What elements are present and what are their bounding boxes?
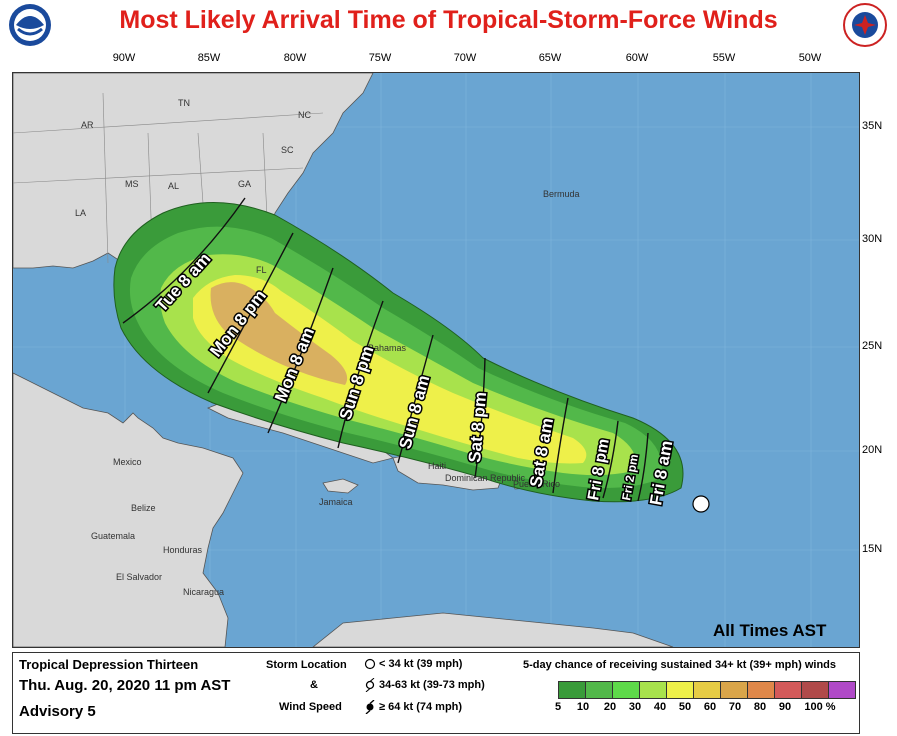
map-svg: AR TN NC SC MS AL GA LA FL Bermuda Baham…	[13, 73, 859, 647]
latitude-label: 30N	[862, 233, 883, 245]
probability-tick: 20	[603, 701, 617, 713]
longitude-label: 70W	[453, 52, 477, 64]
probability-tick: 5	[554, 701, 562, 713]
legend-symbol-label: ≥ 64 kt (74 mph)	[379, 701, 463, 713]
state-label: NC	[298, 110, 311, 120]
wind-speed-title: Wind Speed	[279, 701, 342, 713]
ampersand: &	[310, 679, 318, 691]
probability-tick: 30	[628, 701, 642, 713]
probability-scale	[558, 681, 856, 699]
latitude-label: 15N	[862, 543, 883, 555]
probability-title: 5-day chance of receiving sustained 34+ …	[523, 659, 836, 671]
state-label: FL	[256, 265, 267, 275]
longitude-label: 50W	[798, 52, 822, 64]
wind-probability-cone	[113, 202, 684, 503]
state-label: SC	[281, 145, 294, 155]
latitude-label: 20N	[862, 444, 883, 456]
state-label: AL	[168, 181, 179, 191]
longitude-label: 75W	[368, 52, 392, 64]
place-label: Bahamas	[368, 343, 407, 353]
place-label: Nicaragua	[183, 587, 224, 597]
open-circle-icon	[364, 658, 376, 670]
advisory-number: Advisory 5	[19, 703, 96, 720]
probability-tick: 10	[576, 701, 590, 713]
legend-symbol-row: < 34 kt (39 mph)	[364, 658, 462, 670]
probability-tick: 80	[753, 701, 767, 713]
probability-tick: 100 %	[804, 701, 836, 713]
storm-name: Tropical Depression Thirteen	[19, 657, 199, 672]
longitude-axis: 90W 85W 80W 75W 70W 65W 60W 55W 50W	[0, 50, 897, 70]
probability-swatch	[693, 681, 721, 699]
probability-swatch	[639, 681, 667, 699]
probability-swatch	[720, 681, 748, 699]
legend-panel: Tropical Depression Thirteen Thu. Aug. 2…	[12, 652, 860, 734]
storm-location-icon	[692, 495, 710, 513]
legend-symbol-label: 34-63 kt (39-73 mph)	[379, 679, 485, 691]
place-label: Belize	[131, 503, 156, 513]
state-label: GA	[238, 179, 251, 189]
state-label: TN	[178, 98, 190, 108]
probability-tick: 70	[728, 701, 742, 713]
place-label: Dominican Republic	[445, 473, 526, 483]
longitude-label: 80W	[283, 52, 307, 64]
probability-tick: 50	[678, 701, 692, 713]
place-label: Jamaica	[319, 497, 353, 507]
place-label: Bermuda	[543, 189, 580, 199]
probability-swatch	[666, 681, 694, 699]
legend-symbol-row: 34-63 kt (39-73 mph)	[364, 678, 485, 692]
probability-swatch	[774, 681, 802, 699]
probability-tick: 60	[703, 701, 717, 713]
probability-swatch	[747, 681, 775, 699]
map-panel: AR TN NC SC MS AL GA LA FL Bermuda Baham…	[12, 72, 860, 648]
probability-swatch	[801, 681, 829, 699]
noaa-logo	[9, 4, 51, 46]
central-america-landmass	[13, 372, 244, 647]
place-label: El Salvador	[116, 572, 162, 582]
header: Most Likely Arrival Time of Tropical-Sto…	[0, 0, 897, 50]
place-label: Guatemala	[91, 531, 135, 541]
probability-tick: 40	[653, 701, 667, 713]
probability-swatch	[558, 681, 586, 699]
longitude-label: 90W	[112, 52, 136, 64]
probability-swatch	[612, 681, 640, 699]
issued-time: Thu. Aug. 20, 2020 11 pm AST	[19, 677, 231, 694]
probability-swatch	[828, 681, 856, 699]
probability-swatch	[585, 681, 613, 699]
state-label: LA	[75, 208, 86, 218]
place-label: Haiti	[428, 461, 446, 471]
place-label: Honduras	[163, 545, 203, 555]
nws-logo	[843, 3, 887, 47]
longitude-label: 65W	[538, 52, 562, 64]
tropical-storm-icon	[365, 678, 375, 692]
latitude-label: 25N	[862, 340, 883, 352]
state-label: MS	[125, 179, 139, 189]
place-label: Puerto Rico	[513, 479, 560, 489]
page-title: Most Likely Arrival Time of Tropical-Sto…	[119, 6, 778, 34]
longitude-label: 55W	[712, 52, 736, 64]
jamaica-landmass	[322, 478, 359, 494]
probability-tick: 90	[778, 701, 792, 713]
legend-symbol-label: < 34 kt (39 mph)	[379, 658, 463, 670]
arrival-isochrones	[122, 197, 649, 502]
place-label: Mexico	[113, 457, 142, 467]
probability-ticks: 5 10 20 30 40 50 60 70 80 90 100 %	[554, 701, 858, 717]
legend-symbol-row: ≥ 64 kt (74 mph)	[364, 700, 462, 714]
south-america-landmass	[312, 612, 674, 647]
times-note: All Times AST	[713, 621, 827, 640]
storm-location-title: Storm Location	[266, 659, 347, 671]
longitude-label: 85W	[197, 52, 221, 64]
longitude-label: 60W	[625, 52, 649, 64]
hurricane-icon	[365, 700, 375, 714]
latitude-label: 35N	[862, 120, 883, 132]
state-label: AR	[81, 120, 94, 130]
